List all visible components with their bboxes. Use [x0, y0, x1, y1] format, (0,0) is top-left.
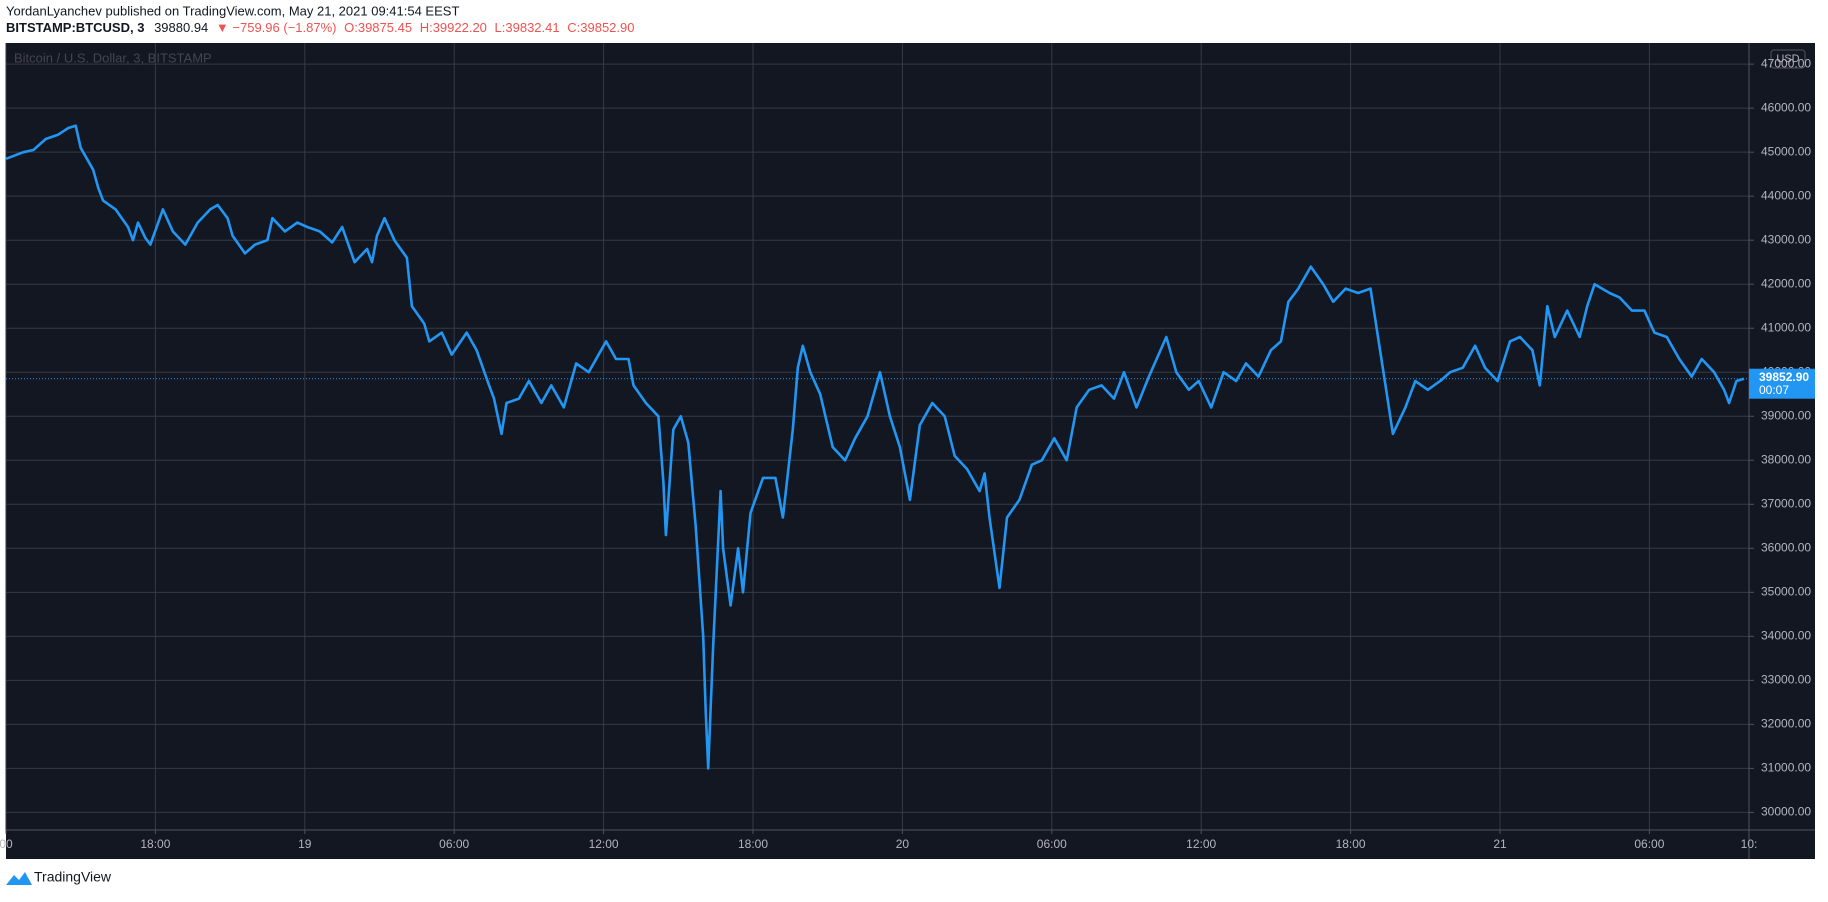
x-tick-label: 06:00: [1037, 837, 1067, 851]
currency: USD: [1776, 53, 1799, 65]
price-line: [5, 124, 1745, 770]
symbol: BITSTAMP:BTCUSD, 3: [6, 20, 144, 35]
y-tick-label: 33000.00: [1761, 673, 1811, 687]
low: L:39832.41: [495, 20, 560, 35]
logo-icon: [6, 872, 32, 885]
x-tick-label: 06:00: [1634, 837, 1664, 851]
y-tick-label: 42000.00: [1761, 276, 1811, 290]
y-tick-label: 36000.00: [1761, 540, 1811, 554]
y-tick-label: 39000.00: [1761, 408, 1811, 422]
footer: TradingView: [34, 869, 112, 885]
y-tick-label: 43000.00: [1761, 232, 1811, 246]
y-tick-label: 30000.00: [1761, 805, 1811, 819]
y-tick-label: 46000.00: [1761, 100, 1811, 114]
logo: [6, 872, 32, 885]
x-tick-label: 12:00: [1186, 837, 1216, 851]
x-tick-label: 06:00: [439, 837, 469, 851]
x-tick-label: 10:: [1741, 837, 1758, 851]
countdown: 00:07: [1759, 383, 1789, 397]
x-tick-label: 18:00: [140, 837, 170, 851]
x-tick-label: 00: [0, 837, 13, 851]
y-tick-label: 31000.00: [1761, 761, 1811, 775]
y-tick-label: 37000.00: [1761, 496, 1811, 510]
y-tick-label: 45000.00: [1761, 144, 1811, 158]
open: O:39875.45: [344, 20, 412, 35]
x-tick-label: 18:00: [1336, 837, 1366, 851]
y-tick-label: 41000.00: [1761, 320, 1811, 334]
y-tick-label: 44000.00: [1761, 188, 1811, 202]
price: 39880.94: [154, 20, 208, 35]
last-price-label: 39852.90: [1759, 370, 1809, 384]
high: H:39922.20: [420, 20, 487, 35]
publisher-line: YordanLyanchev published on TradingView.…: [6, 3, 459, 18]
watermark: Bitcoin / U.S. Dollar, 3, BITSTAMP: [14, 50, 212, 65]
x-tick-label: 21: [1493, 837, 1507, 851]
y-tick-label: 32000.00: [1761, 717, 1811, 731]
currency-box: [1770, 49, 1806, 69]
x-tick-label: 18:00: [738, 837, 768, 851]
last-price-box: [1749, 368, 1815, 399]
change: ▼ −759.96 (−1.87%): [216, 20, 337, 35]
y-tick-label: 35000.00: [1761, 584, 1811, 598]
y-tick-label: 34000.00: [1761, 629, 1811, 643]
ohlc-line: BITSTAMP:BTCUSD, 3 39880.94 ▼ −759.96 (−…: [6, 20, 634, 35]
y-tick-label: 38000.00: [1761, 452, 1811, 466]
y-tick-label: 47000.00: [1761, 56, 1811, 70]
chart-background: [6, 43, 1815, 859]
x-tick-label: 12:00: [589, 837, 619, 851]
close: C:39852.90: [567, 20, 634, 35]
x-tick-label: 20: [896, 837, 910, 851]
x-tick-label: 19: [298, 837, 312, 851]
